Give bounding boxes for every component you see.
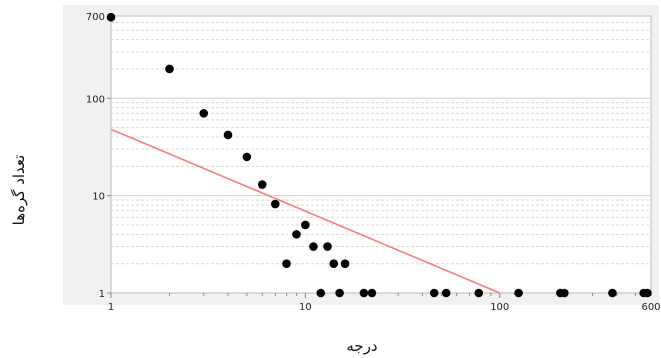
data-point xyxy=(359,288,369,298)
gridlines xyxy=(111,22,651,265)
data-point xyxy=(301,220,310,230)
plot-area xyxy=(110,15,652,294)
data-point xyxy=(316,288,326,298)
data-point xyxy=(560,288,569,298)
data-point xyxy=(165,64,174,74)
data-point xyxy=(270,199,280,209)
data-point xyxy=(608,288,617,298)
data-point xyxy=(199,109,209,118)
data-point xyxy=(329,259,339,268)
data-point xyxy=(474,288,484,298)
data-point xyxy=(242,152,252,162)
data-point xyxy=(282,259,291,268)
data-point xyxy=(309,242,318,251)
x-tick-label: 600 xyxy=(641,302,660,313)
data-point xyxy=(441,288,451,298)
data-point xyxy=(335,288,344,298)
x-tick-label: 10 xyxy=(299,302,312,313)
x-tick-label: 1 xyxy=(108,302,114,313)
data-point xyxy=(257,180,267,189)
tick-labels: 1 10 100 700 1 10 100 600 xyxy=(86,12,661,313)
data-point xyxy=(429,288,439,298)
y-tick-label: 100 xyxy=(86,94,105,105)
data-point xyxy=(514,288,523,298)
data-point xyxy=(106,12,116,22)
data-point xyxy=(292,230,301,239)
y-axis-title: تعداد گره‌ها xyxy=(10,155,28,226)
y-tick-label: 700 xyxy=(86,12,105,23)
data-point xyxy=(367,288,377,298)
data-point xyxy=(223,130,233,140)
x-tick-label: 100 xyxy=(490,302,509,313)
fit-line xyxy=(110,128,501,294)
y-tick-label: 1 xyxy=(99,289,105,300)
data-point xyxy=(340,259,350,268)
data-points xyxy=(106,12,652,298)
x-axis-title: درجه xyxy=(346,337,377,355)
y-tick-label: 10 xyxy=(92,192,105,203)
data-point xyxy=(323,242,332,251)
data-point xyxy=(643,288,652,298)
fit-line-layer xyxy=(110,128,501,294)
